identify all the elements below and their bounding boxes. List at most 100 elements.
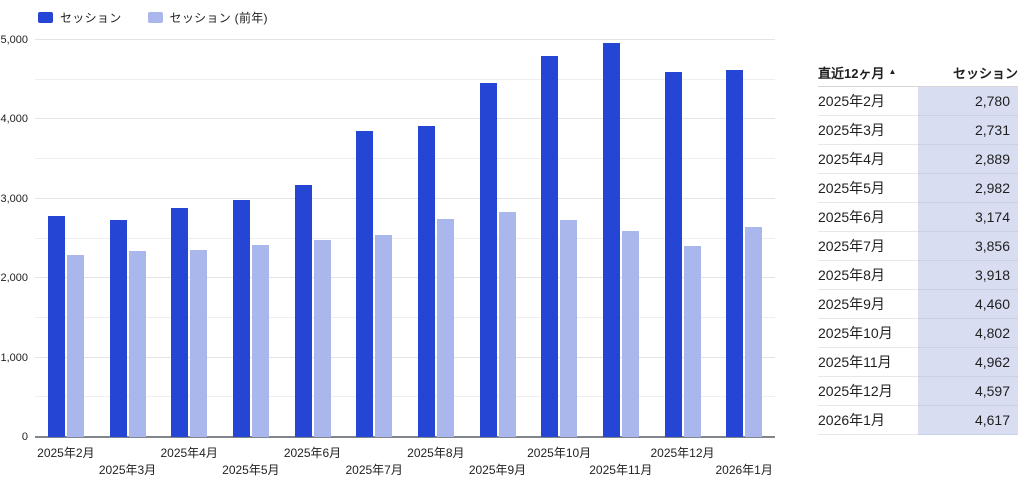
x-axis-label-2025年2月: 2025年2月 <box>37 446 95 460</box>
table-cell-month: 2025年7月 <box>818 232 918 261</box>
table-cell-sessions: 2,889 <box>918 145 1018 174</box>
table-cell-sessions: 3,918 <box>918 261 1018 290</box>
bar-prev-year-2025年5月[interactable] <box>251 244 269 437</box>
table-cell-month: 2025年12月 <box>818 377 918 406</box>
bar-prev-year-2025年9月[interactable] <box>498 212 516 437</box>
bar-prev-year-2025年4月[interactable] <box>190 250 208 437</box>
table-row: 2025年2月 2,780 <box>818 87 1018 116</box>
bar-current-2025年7月[interactable] <box>356 130 374 437</box>
gridline-3000 <box>35 197 775 199</box>
bar-prev-year-2025年11月[interactable] <box>621 231 639 437</box>
bar-current-2025年5月[interactable] <box>232 200 250 437</box>
bar-current-2025年8月[interactable] <box>417 125 435 437</box>
table-cell-sessions: 2,780 <box>918 87 1018 116</box>
bar-current-2025年2月[interactable] <box>47 216 65 437</box>
table-row: 2025年12月 4,597 <box>818 377 1018 406</box>
bar-prev-year-2025年8月[interactable] <box>436 218 454 437</box>
x-axis-line <box>35 436 775 438</box>
table-row: 2025年11月 4,962 <box>818 348 1018 377</box>
x-axis-label-2025年9月: 2025年9月 <box>468 463 527 477</box>
bar-current-2025年10月[interactable] <box>541 55 559 437</box>
table-row: 2025年10月 4,802 <box>818 319 1018 348</box>
table-row: 2025年8月 3,918 <box>818 261 1018 290</box>
table-cell-month: 2025年5月 <box>818 174 918 203</box>
x-axis-label-2025年5月: 2025年5月 <box>222 463 280 477</box>
table-cell-sessions: 4,802 <box>918 319 1018 348</box>
bar-prev-year-2025年2月[interactable] <box>66 255 84 437</box>
gridline-4500 <box>35 78 775 80</box>
table-header-row: 直近12ヶ月 ▲ セッション <box>818 59 1018 87</box>
bar-current-2025年3月[interactable] <box>109 220 127 437</box>
y-axis-tick-4,000: 4,000 <box>0 113 28 126</box>
legend-swatch-sessions <box>38 12 53 23</box>
table-header-month-sortable[interactable]: 直近12ヶ月 ▲ <box>818 63 918 82</box>
x-axis-label-2025年4月: 2025年4月 <box>160 446 218 460</box>
table-cell-sessions: 4,597 <box>918 377 1018 406</box>
gridline-3500 <box>35 158 775 160</box>
x-axis-label-2025年8月: 2025年8月 <box>407 446 465 460</box>
x-axis-label-2025年12月: 2025年12月 <box>650 446 715 460</box>
x-axis-label-2025年6月: 2025年6月 <box>283 446 342 460</box>
gridline-5000 <box>35 39 775 40</box>
table-cell-sessions: 4,962 <box>918 348 1018 377</box>
gridline-1000 <box>35 356 775 358</box>
y-axis-tick-0: 0 <box>21 431 28 443</box>
legend-swatch-sessions-prev-year <box>147 12 163 23</box>
table-row: 2025年5月 2,982 <box>818 174 1018 203</box>
x-axis-label-2025年3月: 2025年3月 <box>98 463 157 477</box>
table-row: 2025年3月 2,731 <box>818 116 1018 145</box>
legend-label-sessions-prev-year: セッション (前年) <box>169 11 268 25</box>
table-cell-month: 2025年10月 <box>818 319 918 348</box>
legend-item-sessions: セッション <box>38 9 122 26</box>
bar-prev-year-2025年3月[interactable] <box>128 251 146 437</box>
table-cell-month: 2025年11月 <box>818 348 918 377</box>
sort-ascending-icon: ▲ <box>888 66 897 76</box>
bar-current-2026年1月[interactable] <box>726 70 744 437</box>
table-row: 2025年9月 4,460 <box>818 290 1018 319</box>
bar-current-2025年12月[interactable] <box>664 72 682 437</box>
table-cell-sessions: 3,174 <box>918 203 1018 232</box>
table-cell-month: 2026年1月 <box>818 406 918 435</box>
bar-prev-year-2026年1月[interactable] <box>745 226 763 437</box>
chart-legend: セッション セッション (前年) <box>38 9 268 26</box>
table-cell-sessions: 4,617 <box>918 406 1018 435</box>
table-cell-month: 2025年6月 <box>818 203 918 232</box>
gridline-4000 <box>35 118 775 120</box>
gridline-500 <box>35 396 775 398</box>
table-cell-month: 2025年3月 <box>818 116 918 145</box>
y-axis-tick-3,000: 3,000 <box>0 192 28 205</box>
table-cell-month: 2025年8月 <box>818 261 918 290</box>
bar-prev-year-2025年7月[interactable] <box>375 235 393 437</box>
table-header-month-label: 直近12ヶ月 <box>818 66 885 81</box>
bar-prev-year-2025年12月[interactable] <box>683 246 701 437</box>
table-cell-sessions: 2,982 <box>918 174 1018 203</box>
table-row: 2026年1月 4,617 <box>818 406 1018 435</box>
x-axis-label-2025年10月: 2025年10月 <box>527 446 592 460</box>
bar-prev-year-2025年6月[interactable] <box>313 240 331 437</box>
sessions-bar-chart: セッション セッション (前年) 0 1,000 2,000 3,000 4,000 5,… <box>0 9 775 477</box>
table-cell-sessions: 3,856 <box>918 232 1018 261</box>
bar-current-2025年4月[interactable] <box>171 207 189 437</box>
legend-item-sessions-prev-year: セッション (前年) <box>147 9 268 26</box>
table-row: 2025年7月 3,856 <box>818 232 1018 261</box>
table-body: 2025年2月 2,780 2025年3月 2,731 2025年4月 2,889 2025… <box>818 87 1018 435</box>
table-cell-sessions: 2,731 <box>918 116 1018 145</box>
x-axis-label-2026年1月: 2026年1月 <box>715 463 773 477</box>
table-row: 2025年4月 2,889 <box>818 145 1018 174</box>
bar-current-2025年6月[interactable] <box>294 185 312 437</box>
bar-prev-year-2025年10月[interactable] <box>560 220 578 437</box>
chart-plot-area: 0 1,000 2,000 3,000 4,000 5,000 <box>0 34 775 443</box>
table-cell-month: 2025年4月 <box>818 145 918 174</box>
sessions-table: 直近12ヶ月 ▲ セッション 2025年2月 2,780 2025年3月 2,731 2… <box>818 59 1018 435</box>
legend-label-sessions: セッション <box>60 11 122 25</box>
table-cell-month: 2025年2月 <box>818 87 918 116</box>
table-row: 2025年6月 3,174 <box>818 203 1018 232</box>
x-axis-label-2025年11月: 2025年11月 <box>589 463 653 477</box>
y-axis-tick-1,000: 1,000 <box>0 351 28 364</box>
x-axis-label-2025年7月: 2025年7月 <box>345 463 403 477</box>
bar-current-2025年9月[interactable] <box>479 82 497 437</box>
y-axis-tick-2,000: 2,000 <box>0 272 28 285</box>
table-header-sessions[interactable]: セッション <box>952 66 1018 81</box>
bar-current-2025年11月[interactable] <box>602 43 620 437</box>
